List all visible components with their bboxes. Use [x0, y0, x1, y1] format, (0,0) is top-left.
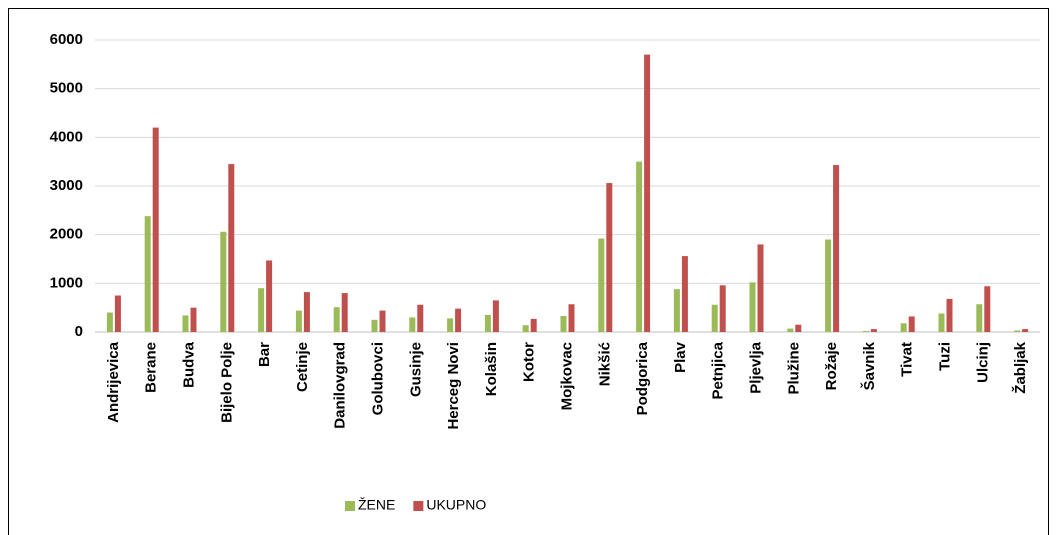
x-tick-label: Herceg Novi: [445, 342, 462, 430]
bar: [333, 307, 340, 332]
x-tick-label: Bijelo Polje: [218, 342, 235, 423]
x-tick-label: Cetinje: [294, 342, 311, 392]
bar: [795, 324, 802, 332]
bar: [862, 331, 869, 332]
y-tick-label: 2000: [50, 226, 83, 243]
bar: [900, 323, 907, 332]
bar: [455, 308, 462, 332]
y-tick-label: 5000: [50, 80, 83, 97]
bar: [976, 304, 983, 332]
bar: [144, 216, 151, 332]
bar: [908, 316, 915, 332]
bar: [182, 315, 189, 332]
x-tick-label: Petnjica: [710, 341, 727, 399]
x-tick-label: Rožaje: [823, 342, 840, 390]
bar: [530, 318, 537, 332]
y-tick-label: 0: [75, 323, 83, 340]
x-tick-label: Plužine: [785, 342, 802, 395]
y-tick-label: 4000: [50, 128, 83, 145]
bar: [757, 244, 764, 332]
x-tick-label: Golubovci: [369, 342, 386, 415]
bar: [220, 231, 227, 332]
x-tick-label: Andrijevica: [105, 341, 122, 423]
x-tick-label: Bar: [256, 342, 273, 367]
bar: [409, 317, 416, 332]
bar: [522, 325, 529, 332]
bar: [833, 165, 840, 332]
bar: [379, 310, 386, 332]
x-tick-label: Šavnik: [860, 341, 878, 390]
bar: [711, 304, 718, 332]
bar: [673, 289, 680, 332]
y-tick-label: 3000: [50, 177, 83, 194]
bar: [303, 292, 310, 332]
x-tick-label: Nikšić: [596, 342, 613, 386]
y-tick-label: 6000: [50, 31, 83, 48]
bar: [106, 312, 113, 332]
x-tick-label: Pljevlja: [747, 341, 764, 393]
legend-label: ŽENE: [358, 497, 395, 513]
bar: [341, 293, 348, 332]
x-tick-label: Plav: [672, 341, 689, 373]
bar: [228, 164, 235, 332]
x-tick-label: Tuzi: [936, 342, 953, 371]
bar: [644, 54, 651, 332]
bar: [266, 260, 273, 332]
x-tick-label: Žabljak: [1011, 341, 1029, 393]
bar: [870, 329, 877, 332]
bar: [114, 295, 121, 332]
bar: [681, 256, 688, 332]
legend-swatch: [413, 501, 424, 511]
bar: [946, 298, 953, 332]
x-tick-label: Kotor: [521, 342, 538, 382]
bar: [371, 319, 378, 332]
x-tick-label: Danilovgrad: [332, 342, 349, 429]
bar: [825, 239, 832, 332]
bar: [568, 304, 575, 332]
bar: [984, 286, 991, 332]
bar: [152, 127, 159, 332]
x-tick-label: Ulcinj: [974, 342, 991, 383]
legend-swatch: [345, 501, 355, 511]
x-tick-label: Kolašin: [483, 342, 500, 396]
x-tick-label: Mojkovac: [558, 342, 575, 410]
bar: [749, 282, 756, 332]
x-tick-label: Berane: [143, 342, 160, 393]
chart-border: [8, 8, 1049, 535]
bar: [190, 307, 197, 332]
y-tick-label: 1000: [50, 274, 83, 291]
bar: [598, 238, 605, 332]
bar: [447, 318, 454, 332]
bar: [719, 285, 726, 332]
x-tick-label: Budva: [180, 341, 197, 388]
bar: [787, 328, 794, 332]
x-tick-label: Gusinje: [407, 342, 424, 397]
bar: [484, 314, 491, 332]
bar: [938, 313, 945, 332]
bar: [636, 161, 643, 332]
bar: [258, 288, 265, 332]
x-tick-label: Podgorica: [634, 341, 651, 415]
bar: [492, 300, 499, 332]
bar: [295, 310, 302, 332]
x-tick-label: Tivat: [899, 342, 916, 377]
bar: [1022, 329, 1029, 332]
bar: [560, 315, 567, 332]
bar: [1014, 330, 1021, 332]
bar: [417, 304, 424, 332]
bar: [606, 183, 613, 332]
legend-label: UKUPNO: [426, 497, 486, 513]
